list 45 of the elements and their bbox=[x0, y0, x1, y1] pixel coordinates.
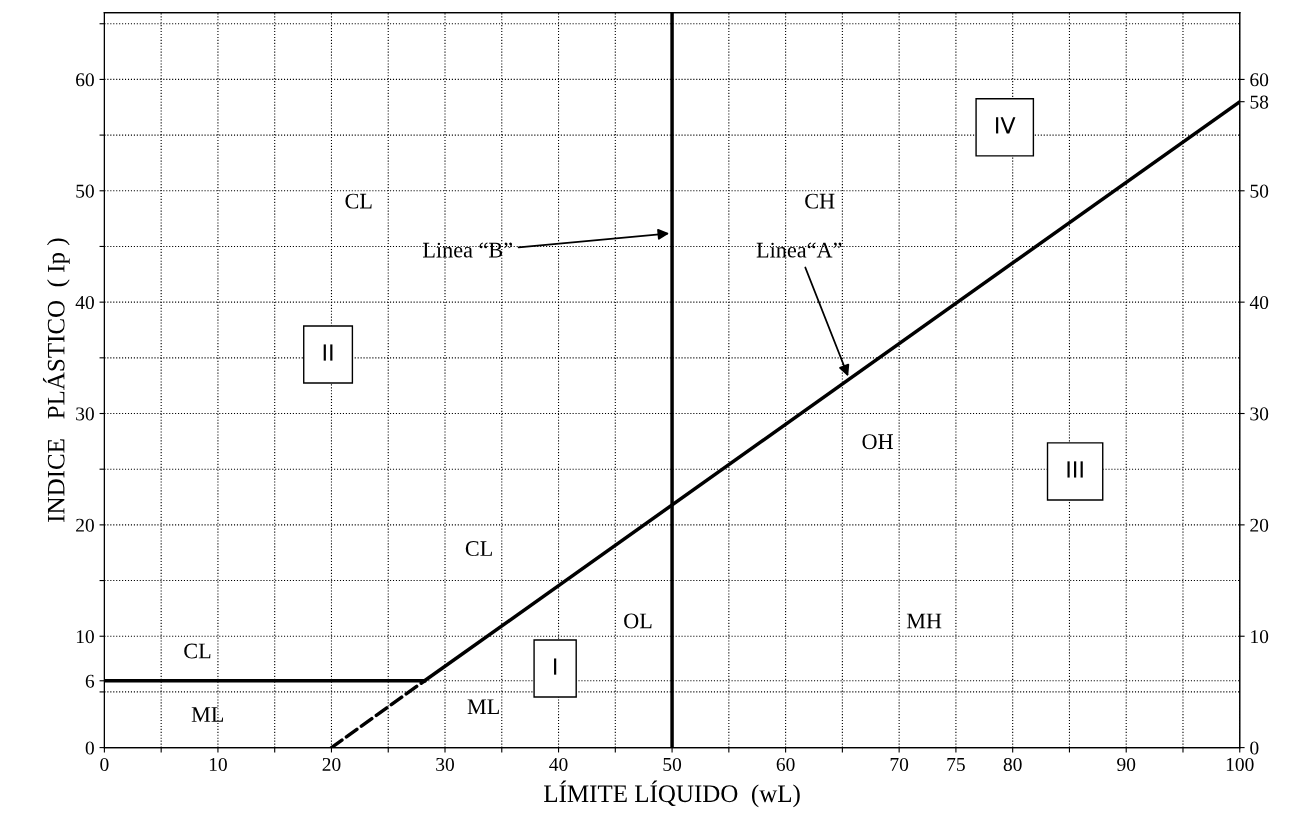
y2-tick-label: 30 bbox=[1250, 407, 1269, 421]
x-tick-label: 60 bbox=[776, 757, 795, 772]
y-axis-title: INDICE PLÁSTICO ( Ip ) bbox=[42, 238, 70, 522]
annotation: II bbox=[323, 344, 333, 361]
y-tick-label: 6 bbox=[85, 674, 95, 688]
x-tick-label: 70 bbox=[890, 757, 909, 772]
annotation: CL bbox=[345, 193, 372, 209]
y2-tick-label: 0 bbox=[1250, 741, 1259, 755]
x-tick-label: 30 bbox=[436, 757, 454, 772]
annotation: ML bbox=[191, 707, 224, 722]
x-tick-label: 40 bbox=[549, 757, 568, 772]
y-tick-label: 0 bbox=[85, 741, 94, 755]
y2-tick-label: 20 bbox=[1250, 518, 1269, 532]
annotation: Linea “B” bbox=[423, 242, 512, 258]
annotation: CL bbox=[465, 541, 492, 557]
annotation: ML bbox=[467, 699, 499, 714]
x-tick-label: 10 bbox=[209, 757, 227, 772]
annotation: MH bbox=[906, 613, 942, 629]
y-tick-label: 30 bbox=[76, 407, 94, 421]
x-tick-label: 90 bbox=[1117, 757, 1136, 772]
y-tick-label: 10 bbox=[76, 630, 94, 644]
x-tick-label: 50 bbox=[663, 757, 682, 772]
x-tick-label: 75 bbox=[947, 758, 965, 772]
annotation: III bbox=[1067, 461, 1083, 478]
y-tick-label: 40 bbox=[75, 295, 94, 310]
y2-tick-label: 60 bbox=[1250, 73, 1269, 87]
annotation: Linea“A” bbox=[756, 242, 842, 258]
y2-tick-label: 10 bbox=[1251, 630, 1269, 644]
y2-tick-label: 58 bbox=[1250, 95, 1269, 109]
annotation: OL bbox=[624, 613, 652, 629]
y-tick-label: 50 bbox=[76, 184, 94, 198]
y2-tick-label: 50 bbox=[1250, 184, 1269, 198]
annotation: OH bbox=[862, 434, 893, 450]
y-tick-label: 60 bbox=[76, 73, 94, 87]
annotation: CH bbox=[805, 193, 835, 209]
y-tick-label: 20 bbox=[76, 518, 94, 532]
x-axis-title: LÍMITE LÍQUIDO (wL) bbox=[544, 780, 800, 808]
x-tick-label: 100 bbox=[1226, 757, 1254, 772]
y2-tick-label: 40 bbox=[1249, 295, 1269, 310]
annotation: IV bbox=[996, 117, 1016, 134]
x-tick-label: 0 bbox=[100, 757, 109, 772]
annotation: I bbox=[554, 658, 557, 675]
x-tick-label: 80 bbox=[1003, 757, 1022, 772]
annotation: CL bbox=[184, 643, 211, 659]
x-tick-label: 20 bbox=[322, 757, 341, 772]
